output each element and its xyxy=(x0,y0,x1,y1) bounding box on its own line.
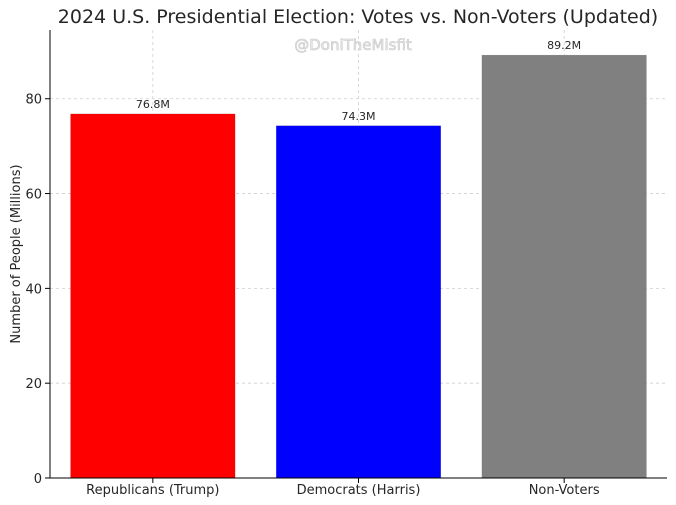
y-axis-label: Number of People (Millions) xyxy=(9,164,24,343)
y-tick-label-4: 80 xyxy=(25,93,42,108)
axis-layer xyxy=(45,30,667,483)
y-tick-label-1: 20 xyxy=(25,377,42,392)
y-tick-label-0: 0 xyxy=(34,472,42,487)
watermark-text: @DoniTheMisfit xyxy=(294,36,412,54)
chart-title: 2024 U.S. Presidential Election: Votes v… xyxy=(58,6,658,28)
bar-0 xyxy=(70,113,236,479)
x-tick-label-1: Democrats (Harris) xyxy=(297,483,421,498)
label-layer: 76.8M 74.3M 89.2M 0 20 40 60 80 Republicans (Tru… xyxy=(25,39,599,498)
data-label-0: 76.8M xyxy=(136,98,170,111)
data-label-2: 89.2M xyxy=(547,39,581,52)
bar-2 xyxy=(481,54,647,479)
y-tick-label-2: 40 xyxy=(25,282,42,297)
x-tick-label-2: Non-Voters xyxy=(529,483,600,498)
bar-1 xyxy=(275,125,442,479)
data-label-1: 74.3M xyxy=(342,110,376,123)
bar-layer xyxy=(70,54,647,479)
x-tick-label-0: Republicans (Trump) xyxy=(86,483,219,498)
y-tick-label-3: 60 xyxy=(25,188,42,203)
